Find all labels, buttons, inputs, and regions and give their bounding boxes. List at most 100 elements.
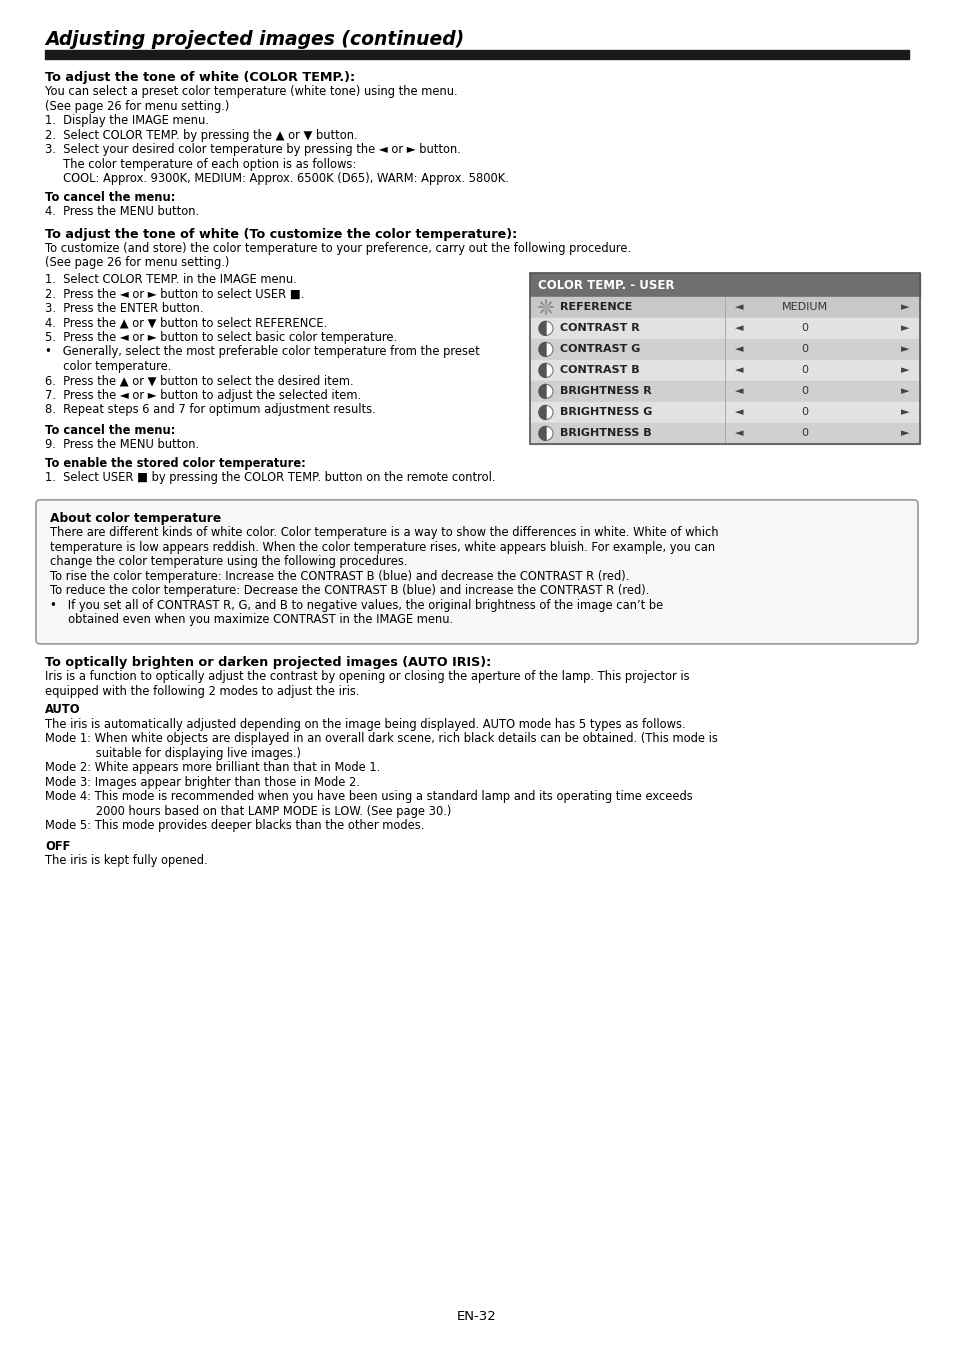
Text: 8.  Repeat steps 6 and 7 for optimum adjustment results.: 8. Repeat steps 6 and 7 for optimum adju… bbox=[45, 404, 375, 416]
Text: 4.  Press the ▲ or ▼ button to select REFERENCE.: 4. Press the ▲ or ▼ button to select REF… bbox=[45, 316, 327, 329]
Polygon shape bbox=[538, 427, 545, 440]
Circle shape bbox=[538, 363, 553, 378]
Text: 0: 0 bbox=[801, 366, 807, 375]
Text: Iris is a function to optically adjust the contrast by opening or closing the ap: Iris is a function to optically adjust t… bbox=[45, 670, 689, 683]
Text: ►: ► bbox=[900, 386, 908, 397]
Polygon shape bbox=[538, 343, 545, 356]
Bar bbox=[530, 381, 919, 402]
Text: Mode 2: White appears more brilliant than that in Mode 1.: Mode 2: White appears more brilliant tha… bbox=[45, 761, 380, 774]
Text: (See page 26 for menu setting.): (See page 26 for menu setting.) bbox=[45, 256, 229, 270]
Polygon shape bbox=[538, 363, 545, 378]
Text: ►: ► bbox=[900, 324, 908, 333]
Text: ►: ► bbox=[900, 408, 908, 417]
Text: ◄: ◄ bbox=[734, 408, 742, 417]
Bar bbox=[530, 360, 919, 381]
Text: COLOR TEMP. - USER: COLOR TEMP. - USER bbox=[537, 279, 674, 293]
Circle shape bbox=[542, 304, 548, 310]
Text: 4.  Press the MENU button.: 4. Press the MENU button. bbox=[45, 205, 199, 219]
Text: You can select a preset color temperature (white tone) using the menu.: You can select a preset color temperatur… bbox=[45, 85, 457, 99]
Text: Mode 1: When white objects are displayed in an overall dark scene, rich black de: Mode 1: When white objects are displayed… bbox=[45, 732, 717, 745]
Text: About color temperature: About color temperature bbox=[50, 512, 221, 525]
Text: ◄: ◄ bbox=[734, 324, 742, 333]
Text: 0: 0 bbox=[801, 324, 807, 333]
Polygon shape bbox=[538, 385, 545, 398]
Text: ◄: ◄ bbox=[734, 344, 742, 355]
Text: suitable for displaying live images.): suitable for displaying live images.) bbox=[45, 747, 301, 760]
Text: The iris is automatically adjusted depending on the image being displayed. AUTO : The iris is automatically adjusted depen… bbox=[45, 718, 685, 730]
Circle shape bbox=[538, 385, 553, 398]
Text: ◄: ◄ bbox=[734, 386, 742, 397]
Text: 1.  Select USER ■ by pressing the COLOR TEMP. button on the remote control.: 1. Select USER ■ by pressing the COLOR T… bbox=[45, 471, 495, 485]
Bar bbox=[530, 297, 919, 317]
Text: REFERENCE: REFERENCE bbox=[559, 302, 632, 312]
Text: obtained even when you maximize CONTRAST in the IMAGE menu.: obtained even when you maximize CONTRAST… bbox=[50, 613, 453, 626]
Polygon shape bbox=[538, 321, 545, 335]
Circle shape bbox=[538, 321, 553, 335]
Text: MEDIUM: MEDIUM bbox=[781, 302, 827, 312]
Text: COOL: Approx. 9300K, MEDIUM: Approx. 6500K (D65), WARM: Approx. 5800K.: COOL: Approx. 9300K, MEDIUM: Approx. 650… bbox=[45, 173, 508, 185]
Text: ◄: ◄ bbox=[734, 366, 742, 375]
Text: change the color temperature using the following procedures.: change the color temperature using the f… bbox=[50, 555, 407, 568]
Text: 1.  Display the IMAGE menu.: 1. Display the IMAGE menu. bbox=[45, 115, 209, 127]
Text: 2.  Press the ◄ or ► button to select USER ■.: 2. Press the ◄ or ► button to select USE… bbox=[45, 288, 304, 301]
Text: (See page 26 for menu setting.): (See page 26 for menu setting.) bbox=[45, 100, 229, 112]
Text: CONTRAST G: CONTRAST G bbox=[559, 344, 639, 355]
Text: 0: 0 bbox=[801, 408, 807, 417]
Text: 6.  Press the ▲ or ▼ button to select the desired item.: 6. Press the ▲ or ▼ button to select the… bbox=[45, 374, 354, 387]
Text: To reduce the color temperature: Decrease the CONTRAST B (blue) and increase the: To reduce the color temperature: Decreas… bbox=[50, 585, 649, 598]
Bar bbox=[530, 339, 919, 360]
Text: 2000 hours based on that LAMP MODE is LOW. (See page 30.): 2000 hours based on that LAMP MODE is LO… bbox=[45, 805, 451, 818]
Text: 0: 0 bbox=[801, 344, 807, 355]
Text: •   If you set all of CONTRAST R, G, and B to negative values, the original brig: • If you set all of CONTRAST R, G, and B… bbox=[50, 599, 662, 612]
Text: There are different kinds of white color. Color temperature is a way to show the: There are different kinds of white color… bbox=[50, 526, 718, 540]
Text: •   Generally, select the most preferable color temperature from the preset: • Generally, select the most preferable … bbox=[45, 346, 479, 358]
Text: BRIGHTNESS R: BRIGHTNESS R bbox=[559, 386, 651, 397]
Text: ►: ► bbox=[900, 428, 908, 439]
Text: BRIGHTNESS B: BRIGHTNESS B bbox=[559, 428, 651, 439]
Text: EN-32: EN-32 bbox=[456, 1310, 497, 1323]
Text: equipped with the following 2 modes to adjust the iris.: equipped with the following 2 modes to a… bbox=[45, 684, 359, 698]
Text: ◄: ◄ bbox=[734, 428, 742, 439]
Circle shape bbox=[538, 405, 553, 420]
Text: The iris is kept fully opened.: The iris is kept fully opened. bbox=[45, 855, 208, 867]
Text: To cancel the menu:: To cancel the menu: bbox=[45, 190, 175, 204]
Text: CONTRAST R: CONTRAST R bbox=[559, 324, 639, 333]
Text: ►: ► bbox=[900, 344, 908, 355]
Polygon shape bbox=[538, 405, 545, 420]
Text: To customize (and store) the color temperature to your preference, carry out the: To customize (and store) the color tempe… bbox=[45, 242, 631, 255]
Text: To adjust the tone of white (To customize the color temperature):: To adjust the tone of white (To customiz… bbox=[45, 228, 517, 240]
Text: Mode 3: Images appear brighter than those in Mode 2.: Mode 3: Images appear brighter than thos… bbox=[45, 776, 359, 788]
Text: 7.  Press the ◄ or ► button to adjust the selected item.: 7. Press the ◄ or ► button to adjust the… bbox=[45, 389, 361, 402]
Text: To enable the stored color temperature:: To enable the stored color temperature: bbox=[45, 456, 305, 470]
Bar bbox=[530, 423, 919, 444]
Text: ◄: ◄ bbox=[734, 302, 742, 312]
Text: To optically brighten or darken projected images (AUTO IRIS):: To optically brighten or darken projecte… bbox=[45, 656, 491, 668]
Text: 2.  Select COLOR TEMP. by pressing the ▲ or ▼ button.: 2. Select COLOR TEMP. by pressing the ▲ … bbox=[45, 128, 357, 142]
Text: temperature is low appears reddish. When the color temperature rises, white appe: temperature is low appears reddish. When… bbox=[50, 541, 715, 554]
Text: color temperature.: color temperature. bbox=[45, 360, 172, 373]
Text: 0: 0 bbox=[801, 428, 807, 439]
Text: OFF: OFF bbox=[45, 840, 71, 853]
Text: BRIGHTNESS G: BRIGHTNESS G bbox=[559, 408, 652, 417]
Text: 0: 0 bbox=[801, 386, 807, 397]
Text: Mode 4: This mode is recommended when you have been using a standard lamp and it: Mode 4: This mode is recommended when yo… bbox=[45, 790, 692, 803]
Text: Adjusting projected images (continued): Adjusting projected images (continued) bbox=[45, 30, 464, 49]
FancyBboxPatch shape bbox=[36, 500, 917, 644]
Text: To adjust the tone of white (COLOR TEMP.):: To adjust the tone of white (COLOR TEMP.… bbox=[45, 72, 355, 84]
Text: 1.  Select COLOR TEMP. in the IMAGE menu.: 1. Select COLOR TEMP. in the IMAGE menu. bbox=[45, 273, 296, 286]
Text: 3.  Press the ENTER button.: 3. Press the ENTER button. bbox=[45, 302, 203, 315]
Text: CONTRAST B: CONTRAST B bbox=[559, 366, 639, 375]
Circle shape bbox=[538, 427, 553, 440]
Text: Mode 5: This mode provides deeper blacks than the other modes.: Mode 5: This mode provides deeper blacks… bbox=[45, 819, 424, 832]
Circle shape bbox=[538, 343, 553, 356]
Text: To rise the color temperature: Increase the CONTRAST B (blue) and decrease the C: To rise the color temperature: Increase … bbox=[50, 570, 629, 583]
Text: The color temperature of each option is as follows:: The color temperature of each option is … bbox=[45, 158, 355, 170]
Bar bbox=[530, 317, 919, 339]
Bar bbox=[530, 273, 919, 444]
Text: ►: ► bbox=[900, 366, 908, 375]
Bar bbox=[530, 273, 919, 297]
Text: AUTO: AUTO bbox=[45, 703, 81, 716]
Text: 9.  Press the MENU button.: 9. Press the MENU button. bbox=[45, 439, 199, 451]
Text: To cancel the menu:: To cancel the menu: bbox=[45, 424, 175, 437]
Text: 3.  Select your desired color temperature by pressing the ◄ or ► button.: 3. Select your desired color temperature… bbox=[45, 143, 460, 157]
